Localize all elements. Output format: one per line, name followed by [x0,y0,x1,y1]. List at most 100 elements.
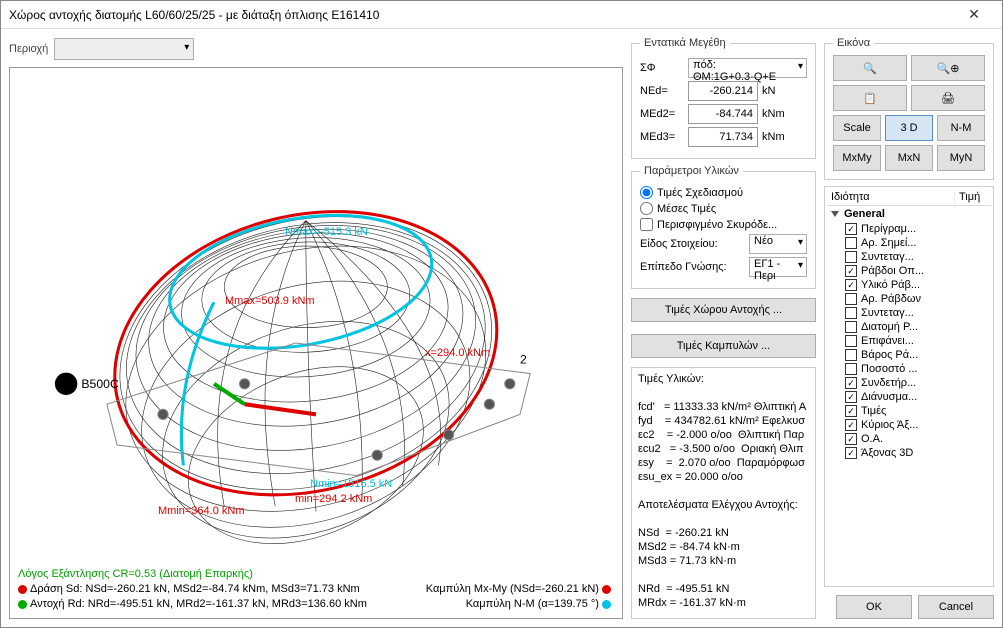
checkbox-icon[interactable] [845,279,857,291]
checkbox-icon[interactable] [845,335,857,347]
knowledge-label: Επίπεδο Γνώσης: [640,261,745,273]
nmin-label: Nmin=1516.5 kN [310,478,392,490]
copy-button[interactable]: 📋 [833,85,907,111]
bullet-red2-icon [602,585,611,594]
checkbox-icon[interactable] [845,251,857,263]
cancel-button[interactable]: Cancel [918,595,994,619]
checkbox-icon[interactable] [845,391,857,403]
tree-item[interactable]: O.A. [827,432,991,446]
tree-item-label: Άξονας 3D [861,447,913,459]
tree-item-label: Ράβδοι Οπ... [861,265,924,277]
tree-item-label: Επιφάνει... [861,335,914,347]
tree-item[interactable]: Αρ. Ράβδων [827,292,991,306]
tree-item[interactable]: Περίγραμ... [827,222,991,236]
tree-item-label: Διατομή Ρ... [861,321,918,333]
svg-text:2: 2 [520,352,527,366]
tree-root[interactable]: General [827,206,991,222]
tree-item-label: Τιμές [861,405,886,417]
checkbox-icon[interactable] [845,419,857,431]
checkbox-icon[interactable] [845,405,857,417]
knowledge-select[interactable]: ΕΓ1 - Περι [749,257,807,277]
ned-unit: kN [762,85,792,97]
tree-item-label: Αρ. Ράβδων [861,293,921,305]
tree-item[interactable]: Ποσοστό ... [827,362,991,376]
view-myn-button[interactable]: MyN [937,145,985,171]
tree-item-label: Υλικό Ράβ... [861,279,920,291]
scale-button[interactable]: Scale [833,115,881,141]
checkbox-icon[interactable] [845,223,857,235]
mean-values-radio[interactable] [640,202,653,215]
region-select[interactable] [54,38,194,60]
med2-label: MEd2= [640,108,684,120]
image-legend: Εικόνα [833,37,874,49]
checkbox-icon[interactable] [845,377,857,389]
checkbox-icon[interactable] [845,293,857,305]
tree-item-label: Συντεταγ... [861,307,914,319]
materials-group: Παράμετροι Υλικών Τιμές Σχεδιασμού Μέσες… [631,165,816,289]
med3-label: MEd3= [640,131,684,143]
load-combo-select[interactable]: πόδ: ΘM:1G+0.3·Q+E [688,58,807,78]
tree-item[interactable]: Ράβδοι Οπ... [827,264,991,278]
checkbox-icon[interactable] [845,447,857,459]
curve-values-button[interactable]: Τιμές Καμπυλών ... [631,334,816,358]
tree-item[interactable]: Διατομή Ρ... [827,320,991,334]
nmax-label: Nmax=-515.3 kN [285,226,368,238]
tree-item[interactable]: Διάνυσμα... [827,390,991,404]
tree-item[interactable]: Αρ. Σημεί... [827,236,991,250]
checkbox-icon[interactable] [845,237,857,249]
ned-label: NEd= [640,85,684,97]
tree-item[interactable]: Συνδετήρ... [827,376,991,390]
med3-input[interactable] [688,127,758,147]
checkbox-icon[interactable] [845,349,857,361]
print-button[interactable]: 🖨 [911,85,985,111]
med2-input[interactable] [688,104,758,124]
confined-checkbox[interactable] [640,218,653,231]
tree-item[interactable]: Επιφάνει... [827,334,991,348]
view-nm-button[interactable]: N-M [937,115,985,141]
material-text: B500C [81,377,119,391]
checkbox-icon[interactable] [845,433,857,445]
tree-item-label: Αρ. Σημεί... [861,237,916,249]
checkbox-icon[interactable] [845,307,857,319]
close-icon[interactable]: ✕ [954,1,994,29]
tree-header-value: Τιμή [955,189,991,205]
zoom-extent-button[interactable]: 🔍⊕ [911,55,985,81]
zoom-in-button[interactable]: 🔍 [833,55,907,81]
checkbox-icon[interactable] [845,265,857,277]
tree-item-label: Διάνυσμα... [861,391,917,403]
capacity-values-button[interactable]: Τιμές Χώρου Αντοχής ... [631,298,816,322]
view-mxmy-button[interactable]: MxMy [833,145,881,171]
legend-cr: Λόγος Εξάντλησης CR=0.53 (Διατομή Επαρκή… [18,567,367,582]
capacity-surface-canvas[interactable]: B500C 2 Nmax=-515.3 kN Mmax=503.9 kNm x=… [9,67,623,619]
view-3d-button[interactable]: 3 D [885,115,933,141]
window-title: Χώρος αντοχής διατομής L60/60/25/25 - με… [9,8,954,22]
legend-nm: Καμπύλη N-M (α=139.75 °) [466,598,599,610]
tree-item[interactable]: Κύριος Άξ... [827,418,991,432]
material-values-text: Τιμές Υλικών: fcd' = 11333.33 kN/m² Θλιπ… [631,367,816,619]
tree-item[interactable]: Συντεταγ... [827,306,991,320]
element-type-label: Είδος Στοιχείου: [640,238,745,250]
legend-sd: Δράση Sd: NSd=-260.21 kN, MSd2=-84.74 kN… [30,583,360,595]
legend-rd: Αντοχή Rd: NRd=-495.51 kN, MRd2=-161.37 … [30,598,367,610]
design-values-radio[interactable] [640,186,653,199]
tree-item[interactable]: Υλικό Ράβ... [827,278,991,292]
forces-group: Εντατικά Μεγέθη ΣΦ πόδ: ΘM:1G+0.3·Q+E NE… [631,37,816,159]
expand-icon [831,211,839,217]
region-label: Περιοχή [9,43,48,55]
element-type-select[interactable]: Νέο [749,234,807,254]
tree-item[interactable]: Βάρος Ρά... [827,348,991,362]
mmax-label: Mmax=503.9 kNm [225,295,315,307]
ok-button[interactable]: OK [836,595,912,619]
combo-label: ΣΦ [640,62,684,74]
checkbox-icon[interactable] [845,321,857,333]
view-mxn-button[interactable]: MxN [885,145,933,171]
med3-unit: kNm [762,131,792,143]
ned-input[interactable] [688,81,758,101]
print-icon: 🖨 [941,92,955,105]
zoom-icon: 🔍 [863,62,877,75]
tree-item[interactable]: Τιμές [827,404,991,418]
checkbox-icon[interactable] [845,363,857,375]
tree-item[interactable]: Άξονας 3D [827,446,991,460]
tree-item[interactable]: Συντεταγ... [827,250,991,264]
properties-tree[interactable]: Ιδιότητα Τιμή General Περίγραμ...Αρ. Σημ… [824,186,994,587]
